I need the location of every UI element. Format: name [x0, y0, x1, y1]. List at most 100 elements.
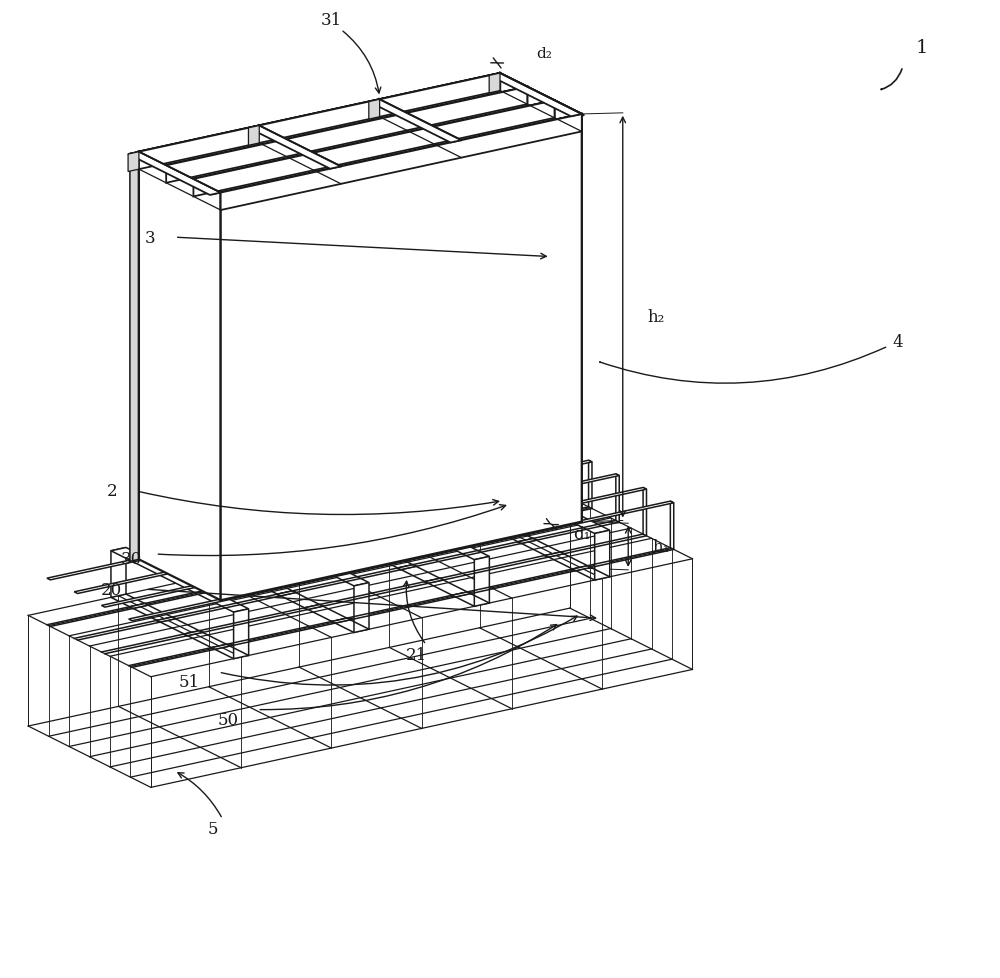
Polygon shape [424, 578, 444, 584]
Polygon shape [571, 566, 592, 571]
Polygon shape [354, 583, 369, 633]
Polygon shape [544, 553, 561, 556]
Polygon shape [489, 74, 582, 117]
Polygon shape [472, 469, 610, 534]
Polygon shape [489, 74, 500, 94]
Polygon shape [303, 608, 307, 610]
Polygon shape [276, 591, 297, 597]
Polygon shape [490, 525, 507, 529]
Polygon shape [248, 126, 259, 146]
Polygon shape [451, 596, 455, 598]
Polygon shape [331, 622, 335, 624]
Polygon shape [424, 578, 441, 582]
Polygon shape [276, 591, 293, 595]
Polygon shape [571, 569, 575, 571]
Polygon shape [371, 100, 380, 510]
Polygon shape [249, 581, 253, 583]
Polygon shape [397, 565, 413, 568]
Polygon shape [129, 603, 145, 607]
Text: 30: 30 [121, 551, 142, 568]
Polygon shape [128, 153, 221, 196]
Polygon shape [491, 74, 500, 483]
Polygon shape [397, 568, 400, 570]
Polygon shape [517, 542, 521, 544]
Polygon shape [517, 539, 538, 544]
Text: 5: 5 [208, 821, 218, 837]
Polygon shape [331, 618, 351, 624]
Text: 3: 3 [145, 230, 156, 246]
Polygon shape [166, 88, 530, 167]
Polygon shape [352, 496, 489, 560]
Polygon shape [249, 577, 266, 581]
Polygon shape [369, 100, 380, 120]
Polygon shape [139, 153, 221, 600]
Polygon shape [231, 521, 246, 571]
Polygon shape [129, 607, 132, 609]
Polygon shape [589, 461, 592, 509]
Polygon shape [129, 603, 149, 609]
Polygon shape [670, 502, 674, 550]
Polygon shape [111, 548, 126, 598]
Text: d₂: d₂ [536, 47, 552, 61]
Text: 1: 1 [916, 39, 928, 57]
Polygon shape [544, 553, 565, 557]
Polygon shape [331, 618, 348, 622]
FancyArrowPatch shape [881, 69, 902, 90]
Polygon shape [221, 114, 582, 211]
Text: 31: 31 [320, 12, 342, 29]
Polygon shape [101, 488, 646, 607]
Polygon shape [193, 101, 557, 181]
Polygon shape [451, 592, 468, 596]
Text: h₁: h₁ [652, 539, 670, 556]
Polygon shape [166, 88, 527, 184]
Polygon shape [397, 565, 417, 570]
Polygon shape [156, 617, 173, 621]
Polygon shape [193, 101, 555, 587]
Polygon shape [128, 153, 139, 172]
Polygon shape [139, 74, 502, 154]
Polygon shape [544, 556, 548, 557]
Polygon shape [371, 100, 461, 143]
Polygon shape [595, 531, 610, 581]
Polygon shape [183, 631, 204, 637]
Polygon shape [616, 474, 619, 522]
Polygon shape [166, 88, 527, 573]
Polygon shape [139, 74, 500, 559]
Text: 2: 2 [106, 483, 117, 500]
Polygon shape [210, 648, 214, 650]
Polygon shape [491, 74, 582, 116]
Polygon shape [139, 74, 500, 170]
Polygon shape [474, 556, 489, 606]
Polygon shape [424, 582, 428, 584]
Polygon shape [156, 617, 177, 623]
Polygon shape [156, 621, 160, 623]
Text: 50: 50 [218, 711, 239, 728]
Polygon shape [380, 100, 461, 549]
Text: d₁: d₁ [573, 525, 590, 542]
Polygon shape [166, 88, 529, 167]
Polygon shape [571, 566, 588, 569]
Polygon shape [248, 126, 341, 169]
Polygon shape [210, 645, 231, 650]
Polygon shape [74, 474, 619, 594]
Polygon shape [47, 461, 592, 580]
Text: 4: 4 [893, 333, 903, 350]
Polygon shape [369, 552, 390, 556]
Polygon shape [276, 595, 280, 597]
Polygon shape [250, 126, 341, 169]
Polygon shape [369, 552, 386, 555]
Polygon shape [500, 74, 582, 522]
Polygon shape [472, 469, 487, 519]
Polygon shape [234, 609, 249, 659]
Polygon shape [643, 488, 646, 536]
Text: 51: 51 [179, 674, 200, 690]
Polygon shape [130, 153, 221, 196]
Polygon shape [352, 496, 367, 546]
Polygon shape [183, 635, 187, 637]
Text: 20: 20 [101, 581, 122, 599]
Polygon shape [249, 577, 270, 583]
Polygon shape [111, 548, 249, 612]
Polygon shape [490, 529, 493, 531]
Polygon shape [517, 539, 534, 542]
Polygon shape [130, 153, 139, 561]
